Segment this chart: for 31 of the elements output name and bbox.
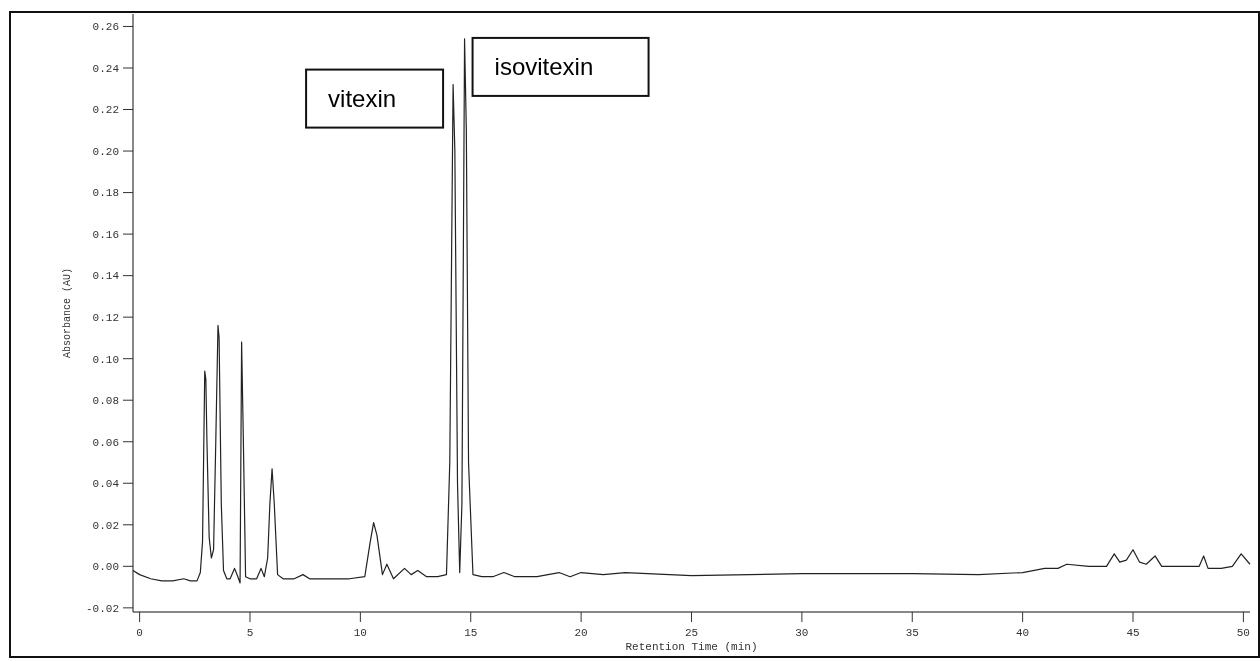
x-tick-label: 30 xyxy=(795,627,809,639)
x-tick-label: 40 xyxy=(1016,627,1030,639)
x-tick-label: 15 xyxy=(464,627,478,639)
y-tick-label: 0.16 xyxy=(92,228,119,241)
y-tick-label: 0.22 xyxy=(92,104,119,117)
annotation: isovitexin xyxy=(494,53,594,81)
y-tick-label: 0.10 xyxy=(92,353,119,366)
y-tick-label: 0.20 xyxy=(92,145,119,158)
x-tick-label: 45 xyxy=(1126,627,1140,639)
x-tick-label: 10 xyxy=(353,627,367,639)
x-tick-label: 0 xyxy=(136,627,143,639)
x-tick-label: 20 xyxy=(574,627,588,639)
y-tick-label: -0.02 xyxy=(85,602,119,615)
y-tick-label: 0.24 xyxy=(92,62,120,75)
y-tick-label: 0.12 xyxy=(92,312,119,324)
y-tick-label: 0.04 xyxy=(92,478,120,491)
y-tick-label: 0.06 xyxy=(92,436,119,449)
x-tick-label: 5 xyxy=(246,627,254,639)
y-axis-title: Absorbance (AU) xyxy=(62,267,73,359)
y-tick-label: 0.00 xyxy=(92,561,119,574)
y-tick-label: 0.02 xyxy=(92,519,119,532)
line-series xyxy=(132,38,1251,584)
x-tick-label: 35 xyxy=(905,627,919,639)
y-tick-label: 0.18 xyxy=(92,187,119,200)
y-tick-label: 0.26 xyxy=(92,21,119,34)
annotation: vitexin xyxy=(328,85,397,112)
y-tick-label: 0.08 xyxy=(92,395,119,408)
x-tick-label: 50 xyxy=(1236,627,1250,639)
y-tick-label: 0.14 xyxy=(92,270,120,283)
x-tick-label: 25 xyxy=(684,627,699,639)
x-axis-title: Retention Time (min) xyxy=(625,641,758,653)
